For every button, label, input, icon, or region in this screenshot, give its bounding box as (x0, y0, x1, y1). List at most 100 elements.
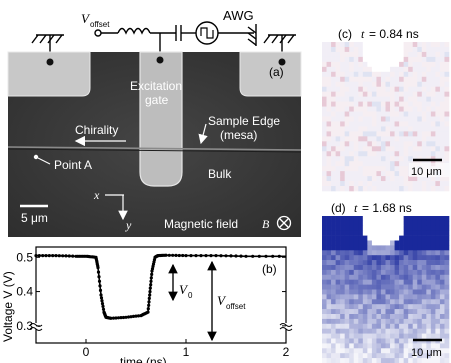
heatmap-cell (444, 314, 450, 320)
heatmap-cell (417, 333, 423, 339)
heatmap-cell (353, 358, 359, 363)
heatmap-cell (439, 348, 445, 354)
heatmap-cell (349, 181, 355, 187)
heatmap-cell (358, 42, 364, 48)
heatmap-cell (399, 289, 404, 295)
heatmap-cell (376, 279, 382, 285)
heatmap-cell (408, 141, 414, 147)
excitation-gate-label-2: gate (145, 93, 169, 107)
heatmap-cell (439, 176, 445, 182)
heatmap-cell (399, 176, 404, 182)
heatmap-cell (385, 323, 391, 329)
heatmap-cell (399, 235, 404, 241)
heatmap-cell (367, 274, 373, 280)
heatmap-cell (394, 81, 400, 87)
heatmap-cell (380, 304, 386, 310)
heatmap-cell (435, 216, 441, 222)
heatmap-cell (322, 265, 327, 271)
heatmap-cell (362, 250, 368, 256)
heatmap-cell (390, 66, 395, 73)
heatmap-cell (340, 289, 345, 295)
heatmap-cell (430, 289, 436, 295)
heatmap-cell (367, 328, 373, 334)
heatmap-cell (412, 81, 418, 87)
heatmap-cell (371, 274, 377, 280)
heatmap-cell (412, 225, 418, 231)
heatmap-cell (380, 230, 386, 236)
data-point (101, 304, 105, 308)
heatmap-cell (335, 76, 341, 83)
heatmap-cell (439, 299, 445, 305)
heatmap-cell (426, 126, 432, 132)
heatmap-cell (353, 126, 359, 132)
heatmap-cell (439, 245, 445, 251)
heatmap-cell (326, 358, 332, 363)
heatmap-cell (367, 176, 373, 182)
heatmap-cell (358, 56, 364, 63)
heatmap-cell (335, 186, 341, 192)
heatmap-cell (435, 111, 441, 117)
heatmap-cell (353, 279, 359, 285)
data-point (214, 254, 218, 258)
heatmap-cell (408, 81, 414, 87)
heatmap-cell (380, 220, 386, 227)
heatmap-cell (335, 141, 341, 147)
heatmap-cell (430, 61, 436, 68)
heatmap-cell (439, 338, 445, 344)
heatmap-cell (430, 181, 436, 187)
heatmap-cell (362, 86, 368, 92)
heatmap-cell (380, 42, 386, 48)
heatmap-cell (353, 151, 359, 157)
data-point (146, 307, 150, 311)
heatmap-cell (335, 235, 341, 241)
heatmap-cell (380, 323, 386, 329)
heatmap-cell (380, 66, 386, 73)
heatmap-cell (444, 86, 450, 92)
data-point (229, 254, 233, 258)
heatmap-cell (362, 111, 368, 117)
heatmap-cell (430, 76, 436, 83)
heatmap-cell (394, 56, 400, 63)
panel-a: V offset AWG (7, 8, 302, 237)
heatmap-cell (353, 245, 359, 251)
heatmap-cell (322, 338, 327, 344)
heatmap-cell (439, 131, 445, 137)
heatmap-cell (335, 323, 341, 329)
heatmap-cell (380, 161, 386, 167)
heatmap-cell (331, 86, 336, 92)
heatmap-cell (371, 181, 377, 187)
heatmap-cell (399, 250, 404, 256)
panel-a-label: (a) (269, 65, 284, 79)
heatmap-cell (376, 323, 382, 329)
data-point (99, 293, 103, 297)
heatmap-cell (394, 235, 400, 241)
heatmap-cell (417, 289, 423, 295)
heatmap-cell (385, 338, 391, 344)
heatmap-cell (344, 71, 350, 78)
heatmap-cell (367, 91, 373, 97)
data-point (147, 296, 151, 300)
heatmap-d (322, 216, 450, 363)
heatmap-cell (335, 166, 341, 172)
data-point (61, 254, 65, 258)
heatmap-cell (403, 176, 409, 182)
heatmap-cell (408, 358, 414, 363)
heatmap-cell (408, 121, 414, 127)
heatmap-cell (331, 323, 336, 329)
heatmap-cell (412, 343, 418, 349)
heatmap-cell (394, 176, 400, 182)
heatmap-cell (371, 151, 377, 157)
heatmap-cell (403, 51, 409, 58)
heatmap-cell (344, 318, 350, 325)
heatmap-cell (362, 116, 368, 122)
heatmap-cell (331, 333, 336, 339)
heatmap-cell (371, 176, 377, 182)
magnetic-field-symbol: B (262, 217, 270, 231)
heatmap-cell (399, 348, 404, 354)
heatmap-cell (435, 181, 441, 187)
heatmap-cell (426, 318, 432, 325)
heatmap-cell (417, 250, 423, 256)
heatmap-cell (344, 294, 350, 300)
heatmap-cell (353, 131, 359, 137)
heatmap-cell (380, 333, 386, 339)
